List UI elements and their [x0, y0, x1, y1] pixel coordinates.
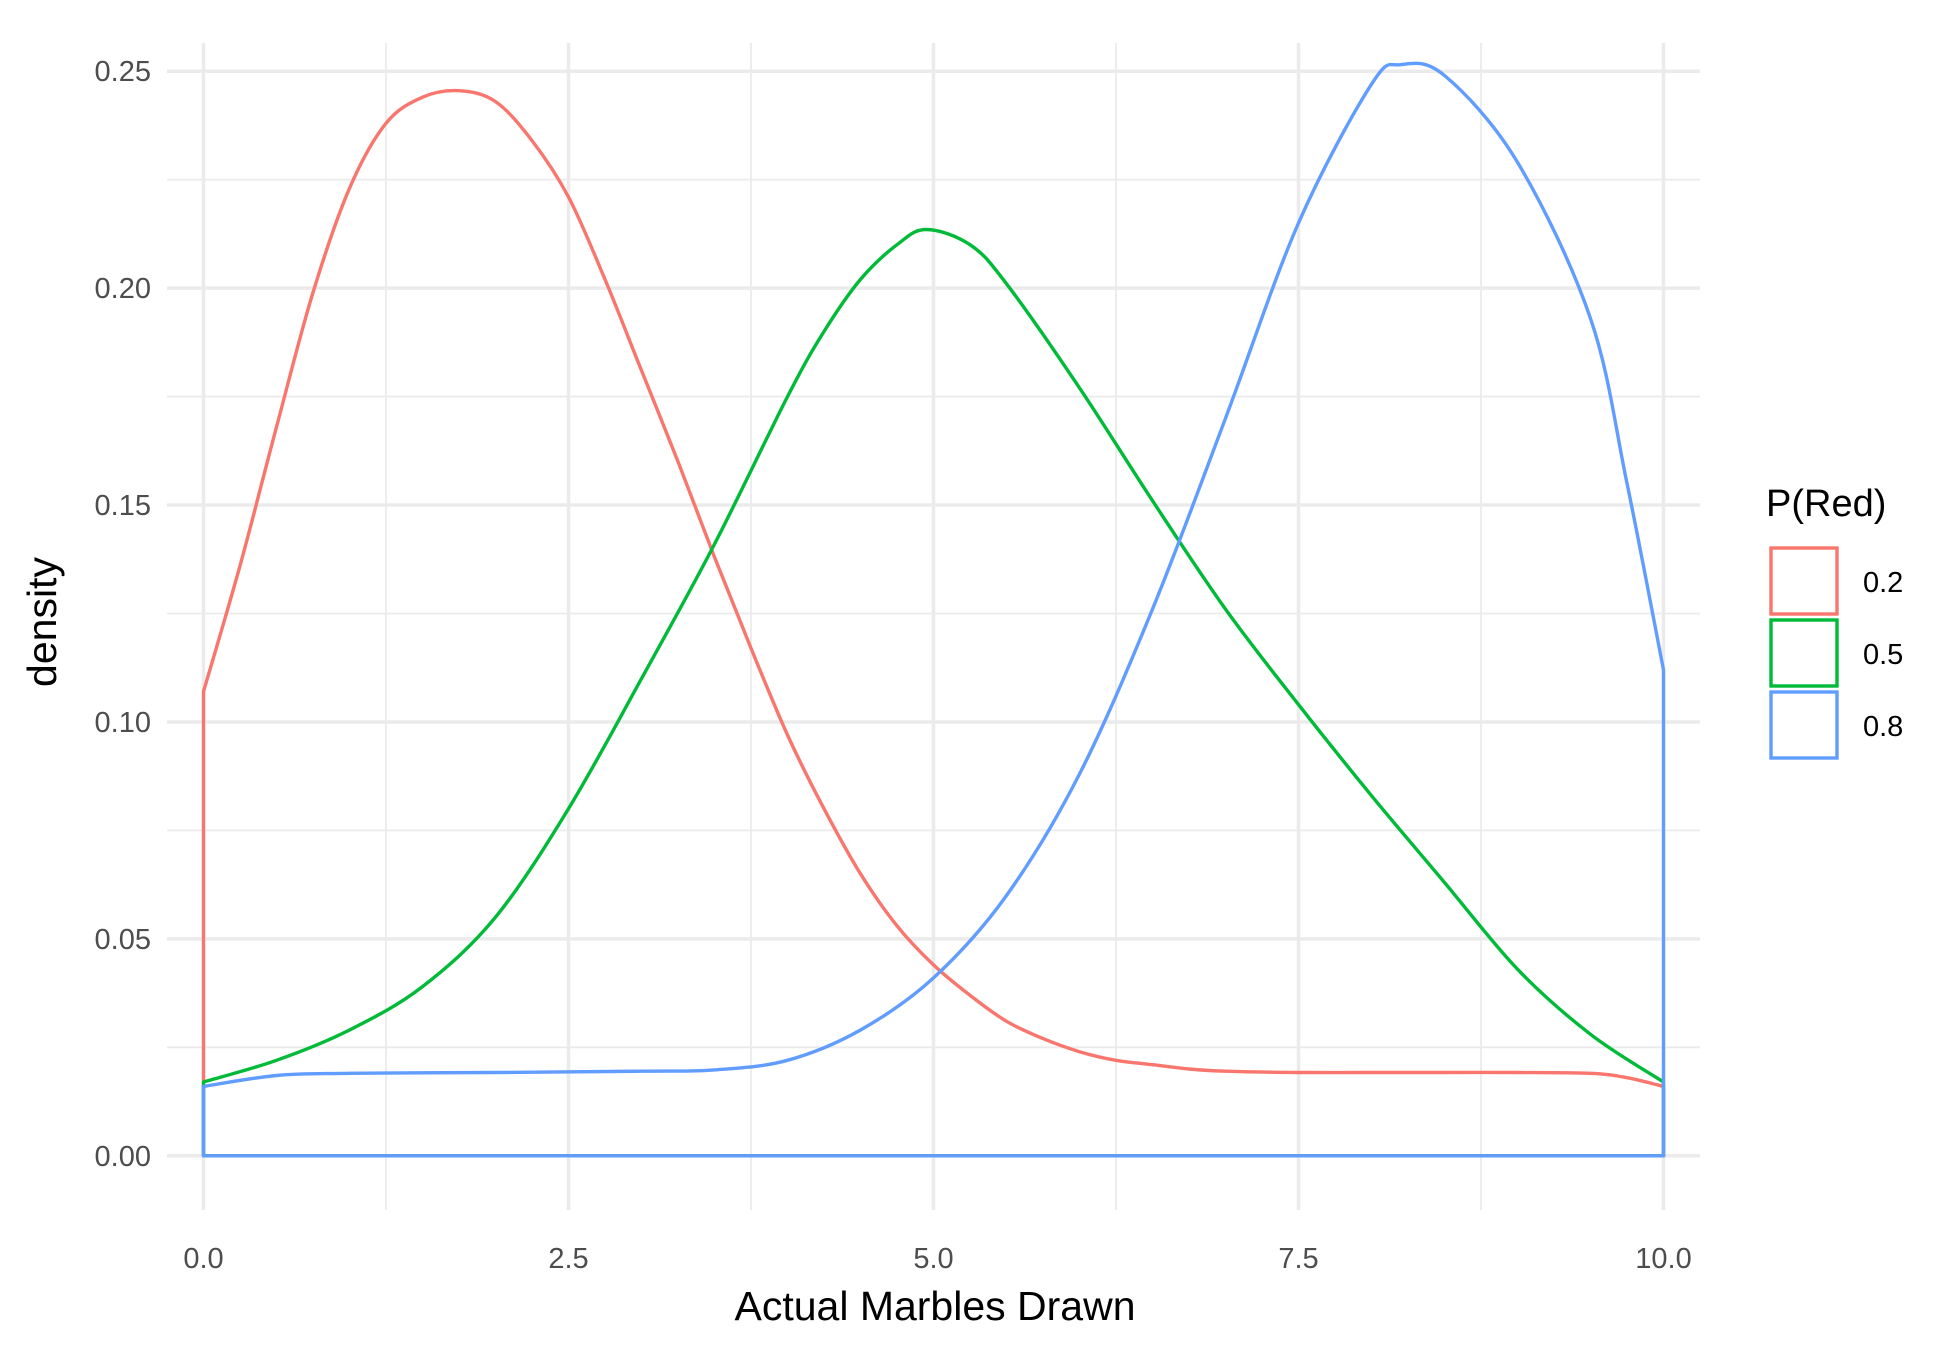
legend-key-0.8 — [1769, 690, 1839, 760]
legend-key-0.5 — [1769, 618, 1839, 688]
y-tick-label: 0.25 — [95, 56, 151, 88]
series-line-0.5 — [201, 227, 1666, 1158]
y-tick-label: 0.10 — [95, 707, 151, 739]
y-axis-ticks: 0.00 0.05 0.10 0.15 0.20 0.25 — [95, 56, 151, 1173]
x-tick-label: 7.5 — [1278, 1243, 1318, 1275]
x-axis-ticks: 0.0 2.5 5.0 7.5 10.0 — [183, 1243, 1691, 1275]
grid — [167, 43, 1700, 1210]
series-line-0.8 — [201, 61, 1666, 1158]
x-tick-label: 5.0 — [913, 1243, 953, 1275]
legend-label-0.5: 0.5 — [1863, 639, 1903, 671]
x-tick-label: 10.0 — [1635, 1243, 1691, 1275]
x-axis-title: Actual Marbles Drawn — [734, 1283, 1135, 1329]
y-tick-label: 0.05 — [95, 924, 151, 956]
legend-label-0.2: 0.2 — [1863, 567, 1903, 599]
y-tick-label: 0.20 — [95, 273, 151, 305]
y-tick-label: 0.15 — [95, 490, 151, 522]
legend-key-0.2 — [1769, 546, 1839, 616]
legend-label-0.8: 0.8 — [1863, 711, 1903, 743]
x-tick-label: 0.0 — [183, 1243, 223, 1275]
y-axis-title: density — [19, 557, 65, 687]
series-line-0.2 — [201, 88, 1666, 1158]
x-tick-label: 2.5 — [548, 1243, 588, 1275]
legend: P(Red) 0.2 0.5 0.8 — [1766, 483, 1903, 760]
series-lines — [201, 61, 1666, 1158]
legend-title: P(Red) — [1766, 483, 1886, 525]
y-tick-label: 0.00 — [95, 1141, 151, 1173]
